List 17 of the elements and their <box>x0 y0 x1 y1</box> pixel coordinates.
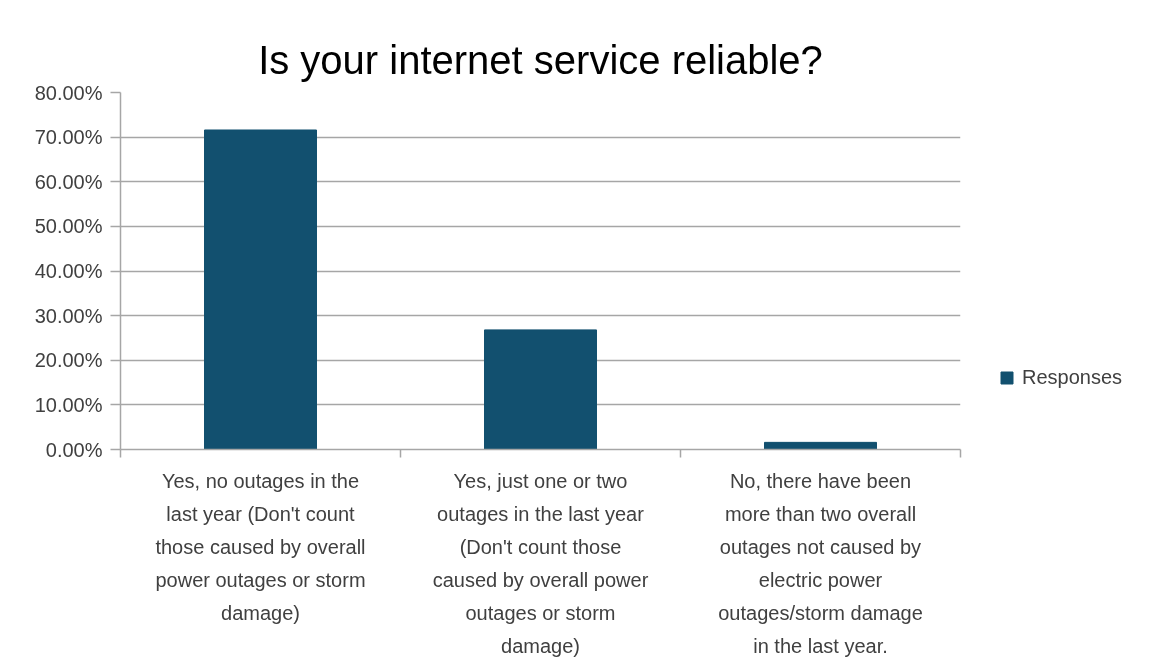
chart-title: Is your internet service reliable? <box>258 37 823 82</box>
legend-label: Responses <box>1022 366 1123 389</box>
y-tick-label: 10.00% <box>34 393 103 416</box>
bar <box>204 129 317 450</box>
x-tick-label: No, there have been more than two overall outages not caused by electric power outages/storm damage in the last year. <box>718 469 923 657</box>
y-tick-label: 20.00% <box>34 349 103 372</box>
x-tick-label: Yes, no outages in the last year (Don't count those caused by overall power outages or storm damage) <box>155 469 366 624</box>
y-tick-label: 0.00% <box>45 438 103 461</box>
bar <box>484 329 597 450</box>
y-tick-label: 70.00% <box>34 126 103 149</box>
y-tick-label: 30.00% <box>34 304 103 327</box>
y-tick-label: 40.00% <box>34 260 103 282</box>
y-tick-label: 80.00% <box>34 81 103 104</box>
x-tick-label: Yes, just one or two outages in the last year (Don't count those caused by overall power outages or storm damage) <box>432 469 649 657</box>
y-tick-label: 60.00% <box>34 170 103 193</box>
y-tick-label: 50.00% <box>34 215 103 238</box>
bar <box>764 441 877 450</box>
